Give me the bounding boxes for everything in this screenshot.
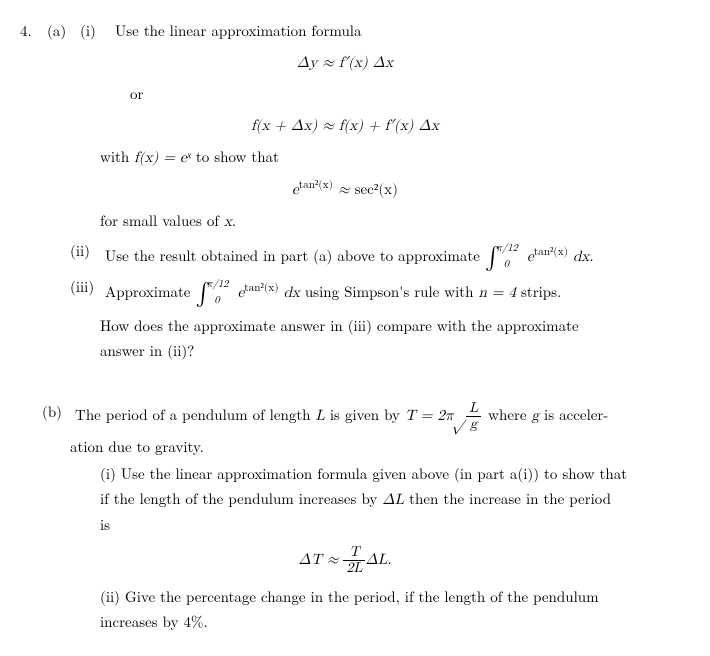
n-eq: n = 4 xyxy=(478,285,515,300)
compare-line1: How does the approximate answer in (iii)… xyxy=(100,315,670,336)
exp: tan²(x) xyxy=(244,283,278,294)
a-iii-lead: Approximate xyxy=(105,281,195,302)
L: L xyxy=(316,408,325,423)
b-i-line2: if the length of the pendulum increases … xyxy=(100,488,670,510)
formula-delta-y: Δy ≈ f′(x) Δx xyxy=(20,51,670,73)
text: if the length of the pendulum increases … xyxy=(100,488,382,509)
frac-den: g xyxy=(466,417,481,432)
a-ii-row: (ii) Use the result obtained in part (a)… xyxy=(70,240,670,272)
sub-i-label: (i) xyxy=(80,20,110,41)
b-lead-2: ation due to gravity. xyxy=(70,436,670,457)
g: g xyxy=(532,408,540,423)
frac-den: 2L xyxy=(343,561,365,576)
integral-expr: ∫π/120etan²(x) dx xyxy=(195,285,304,300)
b-i-line3: is xyxy=(100,514,670,535)
text: Use the linear approximation formula giv… xyxy=(121,463,627,484)
text: is given by xyxy=(325,404,405,425)
e-base: e xyxy=(292,182,299,197)
text: Give the percentage change in the period… xyxy=(125,586,599,607)
frac-num: L xyxy=(466,401,481,417)
dx: dx xyxy=(279,285,300,300)
a-i-lead: Use the linear approximation formula xyxy=(115,20,361,41)
text: where xyxy=(483,404,531,425)
formula-text: etan²(x) ≈ sec²(x) xyxy=(292,182,398,197)
sub-ii-label: (ii) xyxy=(100,586,120,607)
a-iii-row: (iii) Approximate ∫π/120etan²(x) dx usin… xyxy=(70,276,670,308)
text: using Simpson's rule with xyxy=(305,281,479,302)
b-i-row: (i) Use the linear approximation formula… xyxy=(100,463,670,484)
integral-expr: ∫π/120etan²(x) dx. xyxy=(485,249,594,264)
compare-line2: answer in (ii)? xyxy=(100,340,670,361)
with-line: with f(x) = eˣ to show that xyxy=(100,146,670,168)
text: with xyxy=(100,146,134,167)
or-text: or xyxy=(130,83,670,104)
rhs: sec²(x) xyxy=(355,182,398,197)
exp: tan²(x) xyxy=(534,247,568,258)
sub-i-label: (i) xyxy=(100,463,116,484)
dx: dx. xyxy=(568,249,593,264)
T-eq: T = 2π xyxy=(405,408,454,423)
lhs: ΔT ≈ xyxy=(299,552,344,567)
sub-iii-label: (iii) xyxy=(70,276,100,297)
exp: tan²(x) xyxy=(299,180,333,191)
text: then the increase in the period xyxy=(404,488,611,509)
formula-f-x-dx: f(x + Δx) ≈ f(x) + f′(x) Δx xyxy=(20,114,670,136)
a-ii-text: Use the result obtained in part (a) abov… xyxy=(105,245,485,266)
formula-text: Δy ≈ f′(x) Δx xyxy=(297,55,393,70)
lower-limit: 0 xyxy=(214,296,219,306)
text: for small values of x. xyxy=(100,210,236,231)
b-ii-line2: increases by 4%. xyxy=(100,611,670,632)
part-a-label: (a) xyxy=(47,20,75,41)
question-4: 4. (a) (i) Use the linear approximation … xyxy=(20,20,670,41)
question-number: 4. xyxy=(20,20,42,41)
frac-num: T xyxy=(343,545,365,561)
lower-limit: 0 xyxy=(504,260,509,270)
text: to show that xyxy=(191,146,279,167)
formula-text: f(x + Δx) ≈ f(x) + f′(x) Δx xyxy=(251,118,439,133)
small-x-line: for small values of x. xyxy=(100,210,670,232)
formula-delta-T: ΔT ≈ T2LΔL. xyxy=(20,545,670,576)
formula-etan-sec: etan²(x) ≈ sec²(x) xyxy=(20,178,670,200)
formula-text: ΔT ≈ T2LΔL. xyxy=(299,552,392,567)
sub-ii-label: (ii) xyxy=(70,240,100,261)
upper-limit: π/12 xyxy=(206,280,228,290)
fx-expr: f(x) = eˣ xyxy=(134,150,191,165)
part-b-row: (b) The period of a pendulum of length L… xyxy=(42,401,670,432)
text: is acceler- xyxy=(539,404,608,425)
rhs: ΔL. xyxy=(365,552,391,567)
text: The period of a pendulum of length xyxy=(75,404,316,425)
e-base: e xyxy=(527,249,534,264)
part-b-label: (b) xyxy=(42,401,70,422)
upper-limit: π/12 xyxy=(496,244,518,254)
b-ii-row: (ii) Give the percentage change in the p… xyxy=(100,586,670,607)
text: strips. xyxy=(516,281,561,302)
delta-L: ΔL xyxy=(382,492,404,507)
approx: ≈ xyxy=(333,182,355,197)
b-lead: The period of a pendulum of length L is … xyxy=(75,404,608,425)
